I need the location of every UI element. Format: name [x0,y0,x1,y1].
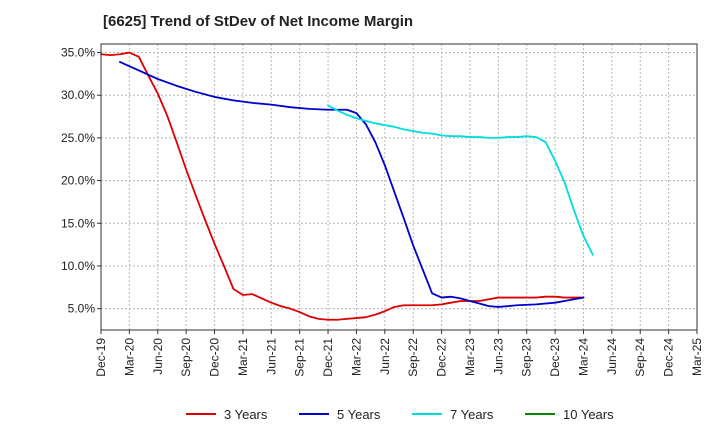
series-layer [100,51,594,321]
x-tick-label: Mar-22 [349,338,363,376]
plot-frame [100,43,698,331]
x-tick-label: Dec-19 [94,338,108,377]
x-tick-label: Jun-23 [491,338,505,375]
y-tick-label: 35.0% [61,46,95,60]
grid-layer [100,44,698,330]
x-tick-label: Mar-23 [463,338,477,376]
x-tick-label: Jun-20 [151,338,165,375]
y-tick-label: 10.0% [61,259,95,273]
y-tick-label: 15.0% [61,216,95,230]
x-tick-label: Mar-25 [690,338,704,376]
x-tick-label: Mar-20 [122,338,136,376]
x-tick-label: Mar-21 [236,338,250,376]
axis-layer [97,43,698,334]
legend-label: 5 Years [337,407,381,422]
y-tick-label: 5.0% [68,302,96,316]
series-line-7-years [327,104,594,256]
legend: 3 Years 5 Years 7 Years 10 Years [186,407,614,422]
series-line-3-years [100,51,585,321]
legend-label: 3 Years [224,407,268,422]
series-line-5-years [119,61,585,308]
x-tick-label: Sep-21 [293,338,307,377]
x-tick-label: Dec-22 [435,338,449,377]
x-tick-label: Sep-20 [179,338,193,377]
x-tick-label: Dec-24 [662,338,676,377]
y-tick-label: 30.0% [61,88,95,102]
legend-label: 7 Years [450,407,494,422]
x-tick-label: Dec-20 [208,338,222,377]
x-tick-label: Sep-23 [520,338,534,377]
x-tick-label: Sep-22 [406,338,420,377]
y-tick-label: 25.0% [61,131,95,145]
x-tick-label: Mar-24 [576,338,590,376]
x-tick-label: Jun-21 [264,338,278,375]
y-tick-label: 20.0% [61,174,95,188]
x-tick-label: Jun-22 [378,338,392,375]
x-tick-label: Jun-24 [605,338,619,375]
tick-layer: 5.0% 10.0% 15.0% 20.0% 25.0% 30.0% 35.0% Dec-19… [61,46,704,377]
chart-title: [6625] Trend of StDev of Net Income Marg… [103,13,413,30]
x-tick-label: Dec-23 [548,338,562,377]
legend-label: 10 Years [563,407,614,422]
x-tick-label: Sep-24 [633,338,647,377]
x-tick-label: Dec-21 [321,338,335,377]
